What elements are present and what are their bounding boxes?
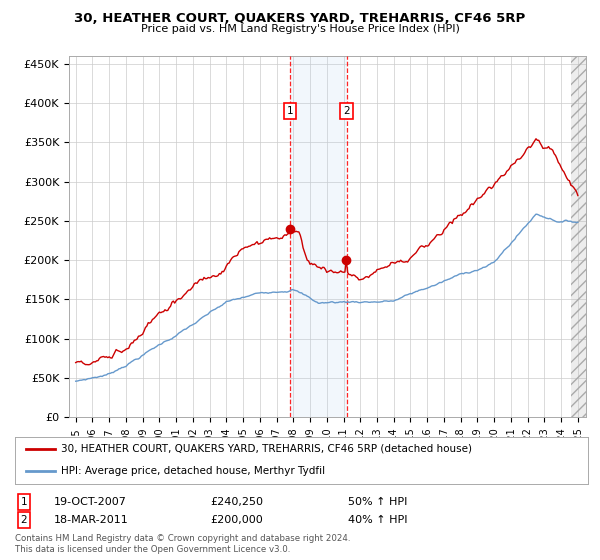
Text: 1: 1 — [287, 106, 293, 116]
Text: 2: 2 — [20, 515, 28, 525]
Text: 19-OCT-2007: 19-OCT-2007 — [54, 497, 127, 507]
Bar — [290, 56, 347, 417]
Text: 1: 1 — [20, 497, 28, 507]
Text: £240,250: £240,250 — [210, 497, 263, 507]
Text: 30, HEATHER COURT, QUAKERS YARD, TREHARRIS, CF46 5RP (detached house): 30, HEATHER COURT, QUAKERS YARD, TREHARR… — [61, 444, 472, 454]
Text: £200,000: £200,000 — [210, 515, 263, 525]
Text: HPI: Average price, detached house, Merthyr Tydfil: HPI: Average price, detached house, Mert… — [61, 466, 325, 476]
Text: 18-MAR-2011: 18-MAR-2011 — [54, 515, 129, 525]
Text: 50% ↑ HPI: 50% ↑ HPI — [348, 497, 407, 507]
Text: 2: 2 — [344, 106, 350, 116]
Text: 40% ↑ HPI: 40% ↑ HPI — [348, 515, 407, 525]
Text: 30, HEATHER COURT, QUAKERS YARD, TREHARRIS, CF46 5RP: 30, HEATHER COURT, QUAKERS YARD, TREHARR… — [74, 12, 526, 25]
Text: Contains HM Land Registry data © Crown copyright and database right 2024.: Contains HM Land Registry data © Crown c… — [15, 534, 350, 543]
Bar — [571, 56, 586, 417]
Text: Price paid vs. HM Land Registry's House Price Index (HPI): Price paid vs. HM Land Registry's House … — [140, 24, 460, 34]
Text: This data is licensed under the Open Government Licence v3.0.: This data is licensed under the Open Gov… — [15, 545, 290, 554]
